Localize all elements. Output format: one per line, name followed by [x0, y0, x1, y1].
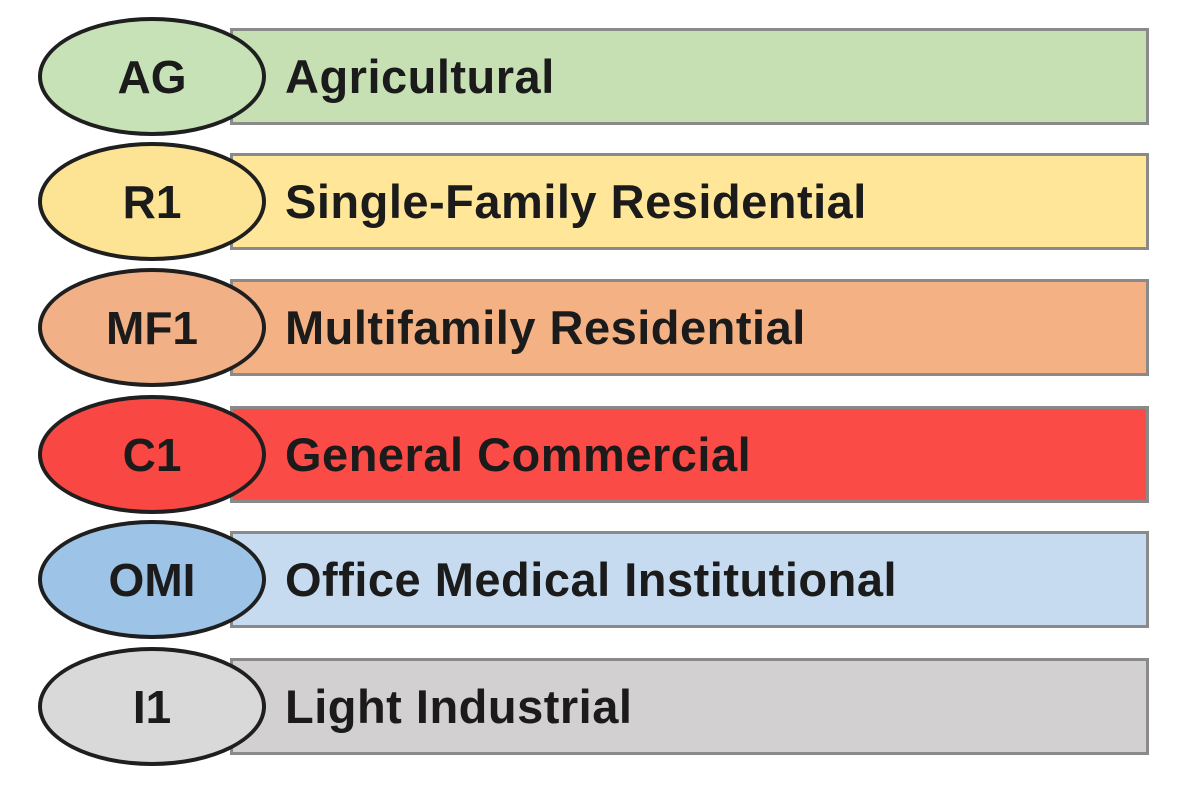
zone-bar: General Commercial — [230, 406, 1149, 503]
legend-row: Agricultural AG — [0, 17, 1199, 136]
zone-label: Light Industrial — [285, 680, 633, 733]
zone-code-ellipse: OMI — [38, 520, 266, 639]
zone-bar: Agricultural — [230, 28, 1149, 125]
legend-row: General Commercial C1 — [0, 395, 1199, 514]
zone-code-ellipse: I1 — [38, 647, 266, 766]
zone-code: MF1 — [106, 301, 198, 354]
zone-code: I1 — [132, 680, 172, 733]
legend-row: Light Industrial I1 — [0, 647, 1199, 766]
zone-label: Multifamily Residential — [285, 301, 806, 354]
zone-label: Single-Family Residential — [285, 175, 867, 228]
zone-code-ellipse: R1 — [38, 142, 266, 261]
zone-bar: Light Industrial — [230, 658, 1149, 755]
zone-code: R1 — [122, 175, 182, 228]
zone-code: OMI — [108, 553, 196, 606]
zone-code-ellipse: MF1 — [38, 268, 266, 387]
zone-code: C1 — [122, 428, 182, 481]
zone-label: Agricultural — [285, 50, 555, 103]
legend-row: Single-Family Residential R1 — [0, 142, 1199, 261]
zone-bar: Multifamily Residential — [230, 279, 1149, 376]
zone-code-ellipse: C1 — [38, 395, 266, 514]
zone-bar: Office Medical Institutional — [230, 531, 1149, 628]
legend-row: Multifamily Residential MF1 — [0, 268, 1199, 387]
zone-label: Office Medical Institutional — [285, 553, 898, 606]
legend-row: Office Medical Institutional OMI — [0, 520, 1199, 639]
zone-bar: Single-Family Residential — [230, 153, 1149, 250]
zone-code: AG — [117, 50, 187, 103]
zone-label: General Commercial — [285, 428, 752, 481]
zone-code-ellipse: AG — [38, 17, 266, 136]
